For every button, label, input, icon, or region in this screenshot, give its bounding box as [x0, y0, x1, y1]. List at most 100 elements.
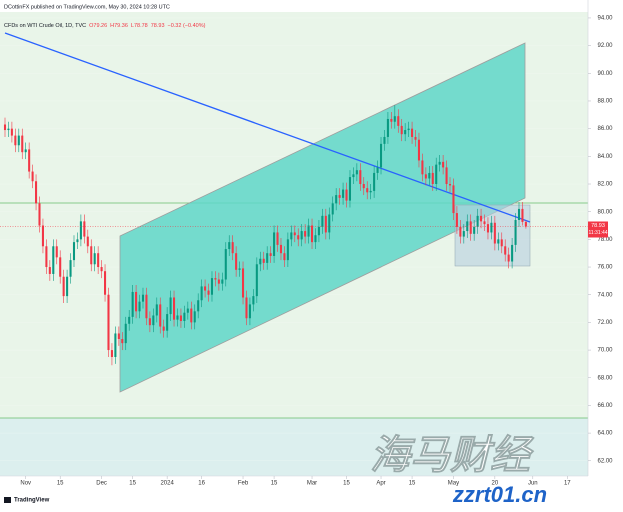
candle-body: [445, 167, 448, 185]
candle-body: [28, 149, 31, 172]
candle-body: [162, 326, 165, 331]
x-tick-label: 20: [492, 481, 499, 487]
candle-body: [286, 239, 289, 261]
y-tick-label: 86.00: [597, 126, 613, 132]
candle-body: [462, 231, 465, 237]
candle-body: [373, 172, 376, 191]
candle-body: [300, 231, 303, 240]
x-tick-label: Mar: [307, 481, 317, 487]
candle-body: [414, 136, 417, 140]
candle-body: [138, 301, 141, 312]
candle-body: [128, 316, 131, 324]
candle-body: [497, 239, 500, 244]
candle-body: [404, 130, 407, 135]
candle-body: [259, 258, 262, 265]
candle-body: [21, 135, 24, 153]
y-tick-label: 76.00: [597, 265, 613, 271]
candle-body: [104, 271, 107, 295]
candle-body: [352, 174, 355, 178]
ohlc-readout: H79.36: [110, 23, 128, 29]
watermark-title: 海马财经: [370, 434, 535, 478]
candle-body: [359, 170, 362, 185]
candle-body: [231, 242, 234, 254]
candle-body: [114, 333, 117, 357]
candle-body: [97, 253, 100, 268]
candle-body: [342, 189, 345, 198]
candle-body: [521, 208, 524, 222]
candle-body: [514, 219, 517, 245]
x-tick-label: Dec: [96, 481, 107, 487]
candle-body: [135, 291, 138, 312]
candle-body: [45, 246, 48, 268]
y-tick-label: 74.00: [597, 292, 613, 298]
candle-body: [507, 254, 510, 262]
y-tick-label: 90.00: [597, 71, 613, 77]
candle-body: [431, 172, 434, 185]
y-tick-label: 78.00: [597, 237, 613, 243]
candle-body: [72, 242, 76, 261]
candle-body: [452, 185, 455, 214]
ohlc-readout: −0.32 (−0.40%): [168, 23, 206, 29]
candle-body: [7, 128, 10, 131]
y-tick-label: 70.00: [597, 348, 613, 354]
candle-body: [279, 244, 283, 254]
candle-body: [62, 276, 65, 297]
y-tick-label: 80.00: [597, 209, 613, 215]
candle-body: [169, 297, 172, 315]
candle-body: [179, 315, 182, 322]
candle-body: [442, 161, 445, 168]
candle-body: [297, 235, 300, 240]
candle-body: [14, 135, 17, 146]
candle-body: [204, 286, 207, 291]
candle-body: [338, 195, 341, 198]
candle-body: [207, 290, 210, 295]
candle-body: [407, 128, 410, 131]
candle-body: [266, 253, 269, 263]
candle-body: [421, 160, 424, 175]
x-tick-label: 15: [271, 481, 278, 487]
footer-brand: TradingView: [14, 498, 50, 504]
candle-body: [273, 232, 276, 256]
y-tick-label: 66.00: [597, 403, 613, 409]
candle-body: [435, 164, 438, 185]
candle-body: [83, 221, 86, 237]
ohlc-readout: 78.93: [151, 23, 165, 29]
candle-body: [314, 235, 317, 243]
candle-body: [321, 215, 324, 227]
candle-body: [379, 143, 383, 168]
candle-body: [417, 139, 420, 161]
candle-body: [176, 315, 179, 320]
candle-body: [517, 208, 521, 220]
x-tick-label: Nov: [20, 481, 31, 487]
watermark-url: zzrt01.cn: [452, 482, 547, 507]
candle-body: [117, 333, 120, 340]
candle-body: [197, 300, 200, 312]
candle-body: [493, 222, 496, 244]
candle-body: [186, 308, 189, 313]
x-tick-label: Jun: [528, 481, 538, 487]
candle-body: [210, 278, 214, 295]
candle-body: [159, 304, 162, 327]
candle-body: [10, 128, 13, 136]
candle-body: [476, 215, 479, 227]
publisher-line: DCottinFX published on TradingView.com, …: [4, 4, 170, 10]
candle-body: [255, 264, 258, 297]
symbol-title: CFDs on WTI Crude Oil, 1D, TVC: [4, 23, 86, 29]
candle-body: [190, 308, 193, 323]
candle-body: [31, 171, 34, 182]
candle-body: [241, 268, 245, 298]
candle-body: [480, 215, 483, 222]
candle-body: [455, 213, 458, 227]
candle-body: [217, 279, 220, 284]
zone-lower: [0, 418, 588, 476]
candle-body: [79, 221, 82, 240]
trend-line: [4, 32, 531, 223]
candle-body: [293, 232, 296, 236]
candle-body: [483, 221, 486, 225]
candle-body: [317, 226, 320, 236]
candle-body: [93, 253, 96, 265]
y-tick-label: 84.00: [597, 154, 613, 160]
candle-body: [141, 294, 145, 302]
candle-body: [145, 294, 148, 319]
candle-body: [3, 124, 7, 131]
